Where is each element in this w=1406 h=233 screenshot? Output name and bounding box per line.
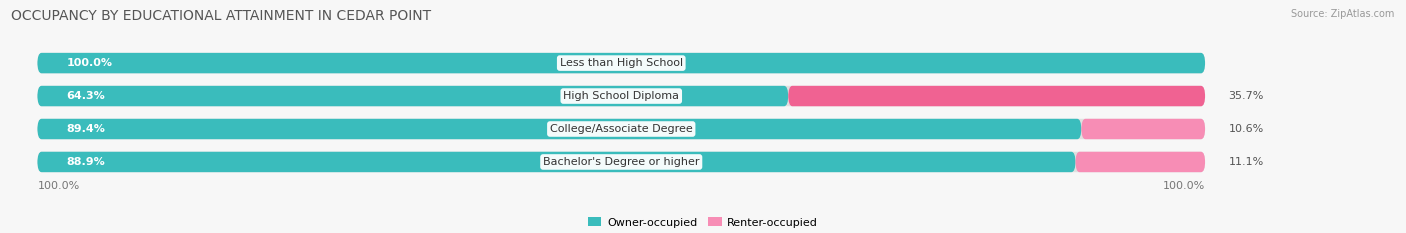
FancyBboxPatch shape (38, 152, 1076, 172)
Text: College/Associate Degree: College/Associate Degree (550, 124, 693, 134)
FancyBboxPatch shape (1081, 119, 1205, 139)
Text: 64.3%: 64.3% (66, 91, 105, 101)
Text: Source: ZipAtlas.com: Source: ZipAtlas.com (1291, 9, 1395, 19)
Text: High School Diploma: High School Diploma (564, 91, 679, 101)
Text: Bachelor's Degree or higher: Bachelor's Degree or higher (543, 157, 700, 167)
Text: 100.0%: 100.0% (38, 181, 80, 191)
Text: 89.4%: 89.4% (66, 124, 105, 134)
Text: 35.7%: 35.7% (1229, 91, 1264, 101)
FancyBboxPatch shape (38, 119, 1081, 139)
Text: 88.9%: 88.9% (66, 157, 105, 167)
Legend: Owner-occupied, Renter-occupied: Owner-occupied, Renter-occupied (588, 217, 818, 228)
FancyBboxPatch shape (38, 86, 1205, 106)
Text: 100.0%: 100.0% (1163, 181, 1205, 191)
Text: Less than High School: Less than High School (560, 58, 683, 68)
FancyBboxPatch shape (1076, 152, 1205, 172)
FancyBboxPatch shape (38, 152, 1205, 172)
Text: 100.0%: 100.0% (66, 58, 112, 68)
FancyBboxPatch shape (38, 86, 789, 106)
FancyBboxPatch shape (38, 53, 1205, 73)
Text: 10.6%: 10.6% (1229, 124, 1264, 134)
Text: OCCUPANCY BY EDUCATIONAL ATTAINMENT IN CEDAR POINT: OCCUPANCY BY EDUCATIONAL ATTAINMENT IN C… (11, 9, 432, 23)
FancyBboxPatch shape (38, 119, 1205, 139)
FancyBboxPatch shape (789, 86, 1205, 106)
FancyBboxPatch shape (38, 53, 1205, 73)
Text: 11.1%: 11.1% (1229, 157, 1264, 167)
